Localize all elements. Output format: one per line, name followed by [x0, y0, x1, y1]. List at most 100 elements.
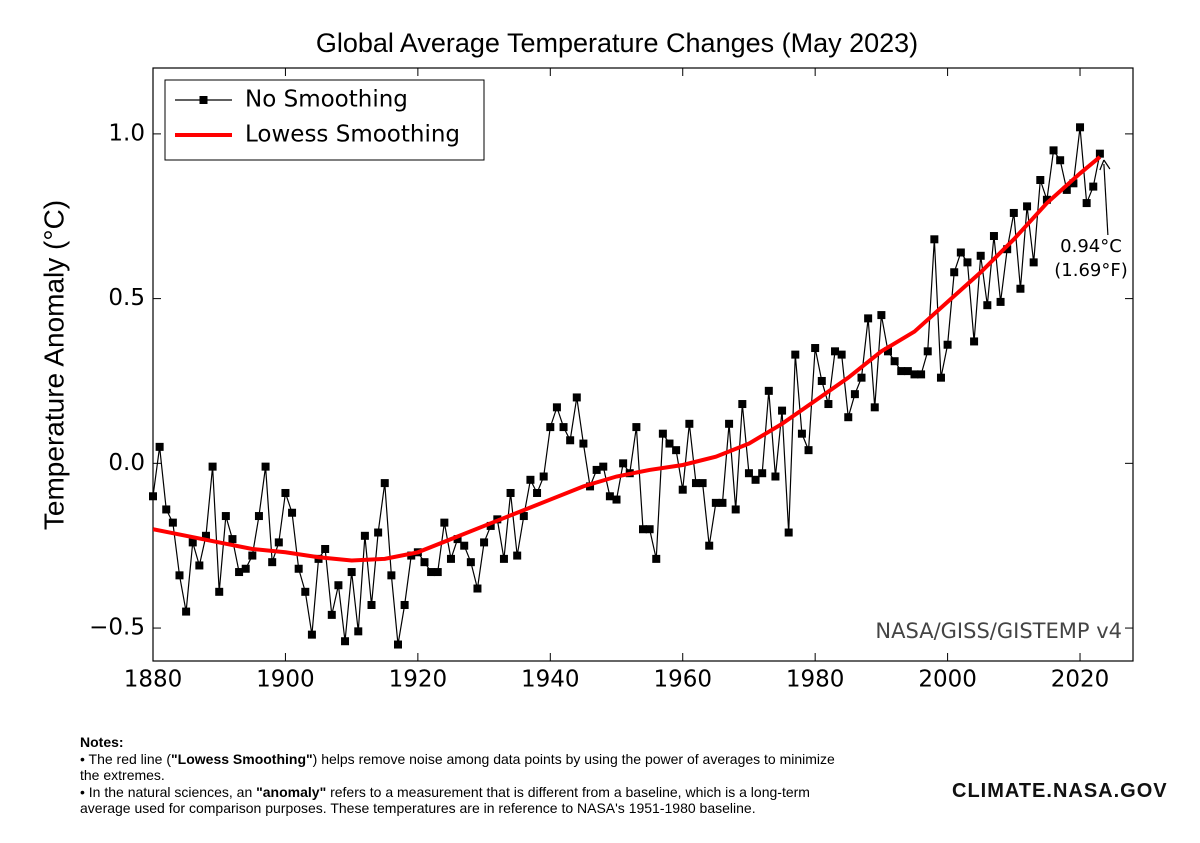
data-point	[824, 400, 833, 409]
data-point	[831, 347, 840, 356]
data-point	[678, 485, 687, 494]
data-point	[738, 400, 747, 409]
data-point	[1089, 182, 1098, 191]
data-point	[195, 561, 204, 570]
data-point	[817, 376, 826, 385]
data-point	[347, 568, 356, 577]
data-point	[612, 495, 621, 504]
note-bold: "Lowess Smoothing"	[171, 750, 313, 767]
annotation-arrow	[1103, 163, 1109, 236]
data-point	[1069, 179, 1078, 188]
data-point	[983, 301, 992, 310]
legend-marker	[199, 96, 208, 104]
data-point	[605, 492, 614, 501]
data-point	[725, 419, 734, 428]
chart-title: Global Average Temperature Changes (May …	[316, 28, 918, 58]
data-point	[1023, 202, 1032, 211]
x-tick-label: 1920	[389, 667, 448, 693]
data-point	[652, 554, 661, 563]
x-tick-label: 1940	[521, 667, 580, 693]
data-point	[1049, 146, 1058, 155]
data-point	[1042, 195, 1051, 204]
data-point	[837, 350, 846, 359]
y-tick-label: 0.0	[108, 450, 145, 476]
data-point	[665, 439, 674, 448]
annotation-arrowhead	[1099, 159, 1111, 171]
data-point	[658, 429, 667, 438]
data-point	[446, 554, 455, 563]
data-point	[711, 498, 720, 507]
data-point	[950, 268, 959, 277]
data-point	[599, 462, 608, 471]
data-point	[321, 544, 330, 553]
data-point	[360, 531, 369, 540]
logo: CLIMATE.NASA.GOV	[952, 780, 1168, 802]
data-point	[784, 528, 793, 537]
data-point	[155, 442, 164, 451]
data-point	[341, 637, 350, 646]
data-point	[327, 610, 336, 619]
plot-frame	[152, 67, 1134, 662]
data-point	[989, 232, 998, 241]
data-point	[771, 472, 780, 481]
data-point	[844, 413, 853, 422]
data-point	[1076, 123, 1085, 132]
data-point	[1003, 245, 1012, 254]
data-point	[513, 551, 522, 560]
data-point	[698, 479, 707, 488]
data-point	[619, 459, 628, 468]
data-point	[367, 600, 376, 609]
data-point	[433, 568, 442, 577]
x-tick-label: 2000	[918, 667, 977, 693]
data-point	[506, 488, 515, 497]
data-point	[857, 373, 866, 382]
data-point	[1095, 149, 1104, 158]
data-point	[923, 347, 932, 356]
data-point	[579, 439, 588, 448]
data-point	[758, 469, 767, 478]
data-point	[645, 525, 654, 534]
data-point	[744, 469, 753, 478]
legend-label: No Smoothing	[245, 87, 408, 113]
data-point	[1062, 185, 1071, 194]
data-point	[228, 535, 237, 544]
data-point	[1056, 156, 1065, 165]
data-point	[850, 390, 859, 399]
data-point	[870, 403, 879, 412]
data-point	[930, 235, 939, 244]
data-point	[864, 314, 873, 323]
data-point	[526, 475, 535, 484]
data-point	[970, 337, 979, 346]
data-point	[705, 541, 714, 550]
notes: Notes: • The red line ("Lowess Smoothing…	[80, 734, 840, 817]
data-point	[797, 429, 806, 438]
data-point	[1009, 208, 1018, 217]
data-point	[182, 607, 191, 616]
watermark: NASA/GISS/GISTEMP v4	[875, 619, 1122, 643]
y-tick-label: 0.5	[108, 285, 145, 311]
x-tick-label: 1960	[653, 667, 712, 693]
data-point	[274, 538, 283, 547]
data-point	[791, 350, 800, 359]
data-point	[466, 558, 475, 567]
x-tick-label: 1880	[124, 667, 183, 693]
note-text: • In the natural sciences, an	[80, 783, 257, 800]
data-point	[731, 505, 740, 514]
data-point	[208, 462, 217, 471]
y-tick-label: 1.0	[108, 120, 145, 146]
data-point	[175, 571, 184, 580]
data-point	[400, 600, 409, 609]
data-point	[162, 505, 171, 514]
data-point	[261, 462, 270, 471]
data-point	[486, 521, 495, 530]
data-point	[1029, 258, 1038, 267]
data-point	[440, 518, 449, 527]
data-point	[903, 367, 912, 376]
y-axis-label: Temperature Anomaly (°C)	[38, 200, 69, 530]
data-point	[307, 630, 316, 639]
data-point	[936, 373, 945, 382]
data-point	[235, 568, 244, 577]
data-point	[427, 568, 436, 577]
y-tick-label: −0.5	[89, 615, 145, 641]
data-point	[572, 393, 581, 402]
